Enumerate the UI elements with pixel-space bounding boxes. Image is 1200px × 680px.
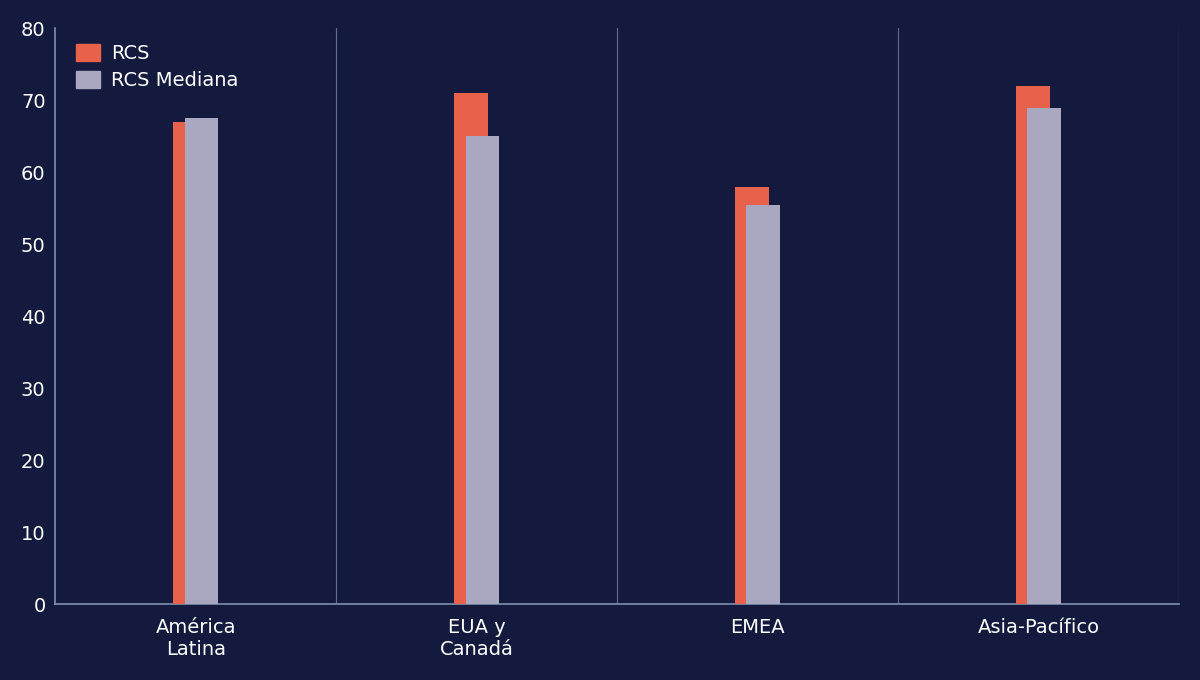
Bar [1016,86,1050,605]
Bar [466,136,499,605]
Bar [455,93,488,605]
Bar [746,205,780,605]
Bar [1027,107,1061,605]
Legend: RCS, RCS Mediana: RCS, RCS Mediana [77,44,239,90]
Bar [185,118,218,605]
Bar [173,122,208,605]
Bar [736,187,769,605]
